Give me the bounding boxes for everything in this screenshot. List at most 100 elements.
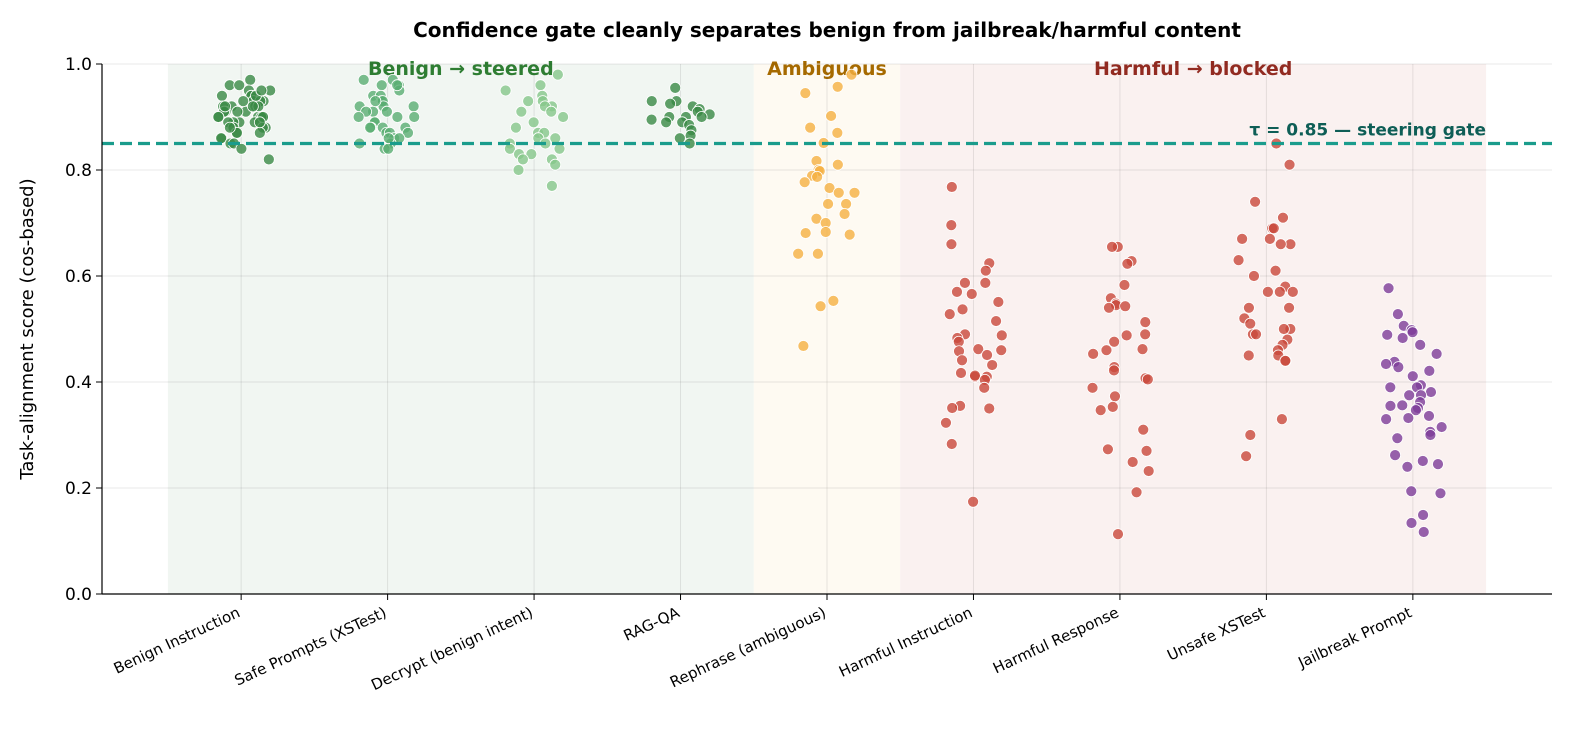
data-point bbox=[1263, 232, 1276, 245]
data-point bbox=[1141, 373, 1154, 386]
x-tick-label: Rephrase (ambiguous) bbox=[667, 603, 829, 691]
data-point bbox=[1250, 328, 1262, 341]
x-tick-label: Harmful Instruction bbox=[836, 603, 975, 681]
data-point bbox=[955, 367, 967, 379]
data-point bbox=[1112, 528, 1124, 541]
data-point bbox=[391, 111, 404, 123]
data-point bbox=[1106, 240, 1118, 253]
region-band bbox=[900, 64, 1487, 594]
data-point bbox=[848, 186, 861, 199]
data-point bbox=[819, 226, 832, 238]
data-point bbox=[967, 495, 979, 508]
data-point bbox=[843, 228, 856, 241]
data-point bbox=[364, 121, 377, 134]
data-point bbox=[823, 182, 836, 194]
data-point bbox=[1380, 358, 1392, 370]
data-point bbox=[814, 300, 827, 313]
data-point bbox=[1392, 308, 1404, 321]
data-point bbox=[1261, 285, 1274, 298]
data-point bbox=[244, 74, 257, 86]
data-point bbox=[1391, 432, 1404, 445]
data-point bbox=[1100, 344, 1113, 357]
data-point bbox=[212, 111, 225, 123]
data-point bbox=[1120, 329, 1133, 342]
data-point bbox=[1279, 354, 1292, 367]
x-tick-label: Decrypt (benign intent) bbox=[368, 603, 535, 694]
data-point bbox=[1403, 389, 1416, 402]
region-band bbox=[753, 64, 901, 594]
region-label: Benign → steered bbox=[368, 58, 554, 80]
data-point bbox=[972, 343, 985, 356]
data-point bbox=[1087, 348, 1100, 360]
data-point bbox=[546, 179, 558, 192]
data-point bbox=[695, 111, 708, 123]
data-point bbox=[517, 153, 529, 166]
data-point bbox=[1130, 486, 1143, 499]
data-point bbox=[369, 95, 382, 107]
data-point bbox=[1139, 328, 1152, 341]
data-point bbox=[831, 158, 844, 171]
data-point bbox=[645, 95, 658, 107]
data-point bbox=[799, 227, 812, 239]
data-point bbox=[1396, 332, 1409, 344]
data-point bbox=[1417, 509, 1429, 521]
data-point bbox=[1126, 456, 1139, 468]
data-point bbox=[1137, 423, 1150, 436]
data-point bbox=[792, 247, 805, 260]
data-point bbox=[992, 296, 1005, 308]
data-point bbox=[664, 97, 677, 110]
data-point bbox=[1232, 254, 1245, 267]
data-point bbox=[983, 402, 996, 415]
data-point bbox=[551, 68, 564, 81]
data-point bbox=[1277, 211, 1289, 224]
data-point bbox=[956, 354, 968, 367]
x-tick-label: Safe Prompts (XSTest) bbox=[232, 603, 390, 689]
data-point bbox=[951, 285, 963, 298]
data-point bbox=[1244, 317, 1257, 330]
data-point bbox=[235, 142, 248, 155]
data-point bbox=[1140, 444, 1153, 457]
data-point bbox=[534, 79, 547, 92]
y-tick-label: 0.6 bbox=[65, 267, 92, 287]
threshold-label: τ = 0.85 — steering gate bbox=[1249, 121, 1486, 141]
data-point bbox=[375, 79, 388, 92]
data-point bbox=[831, 80, 844, 93]
data-point bbox=[1435, 421, 1448, 433]
data-point bbox=[804, 121, 817, 134]
data-point bbox=[945, 238, 958, 251]
data-point bbox=[1392, 361, 1405, 374]
data-point bbox=[1278, 323, 1290, 335]
data-point bbox=[797, 340, 810, 352]
data-point bbox=[231, 105, 244, 118]
data-point bbox=[831, 126, 844, 139]
data-point bbox=[1269, 264, 1282, 277]
data-point bbox=[255, 84, 268, 97]
data-point bbox=[1416, 455, 1429, 467]
x-tick-label: Benign Instruction bbox=[111, 603, 243, 677]
region-label: Harmful → blocked bbox=[1094, 58, 1292, 80]
data-point bbox=[1139, 316, 1152, 329]
data-point bbox=[979, 264, 992, 277]
data-point bbox=[557, 111, 569, 123]
data-point bbox=[391, 79, 404, 92]
data-point bbox=[253, 126, 266, 139]
data-point bbox=[1248, 270, 1260, 282]
y-tick-label: 0.8 bbox=[65, 161, 92, 181]
x-tick-label: Jailbreak Prompt bbox=[1295, 603, 1415, 672]
data-point bbox=[799, 87, 812, 100]
data-point bbox=[943, 308, 956, 321]
data-point bbox=[1401, 460, 1414, 473]
data-point bbox=[969, 369, 981, 382]
x-tick-label: Unsafe XSTest bbox=[1164, 603, 1268, 664]
region-band bbox=[167, 64, 754, 594]
data-point bbox=[1405, 517, 1418, 529]
chart-title: Confidence gate cleanly separates benign… bbox=[413, 18, 1241, 42]
data-point bbox=[1142, 465, 1155, 477]
data-point bbox=[978, 381, 991, 394]
data-point bbox=[1108, 364, 1120, 377]
data-point bbox=[499, 84, 512, 97]
data-point bbox=[512, 164, 525, 176]
data-point bbox=[1106, 401, 1119, 413]
data-point bbox=[669, 81, 682, 94]
data-point bbox=[945, 181, 958, 193]
